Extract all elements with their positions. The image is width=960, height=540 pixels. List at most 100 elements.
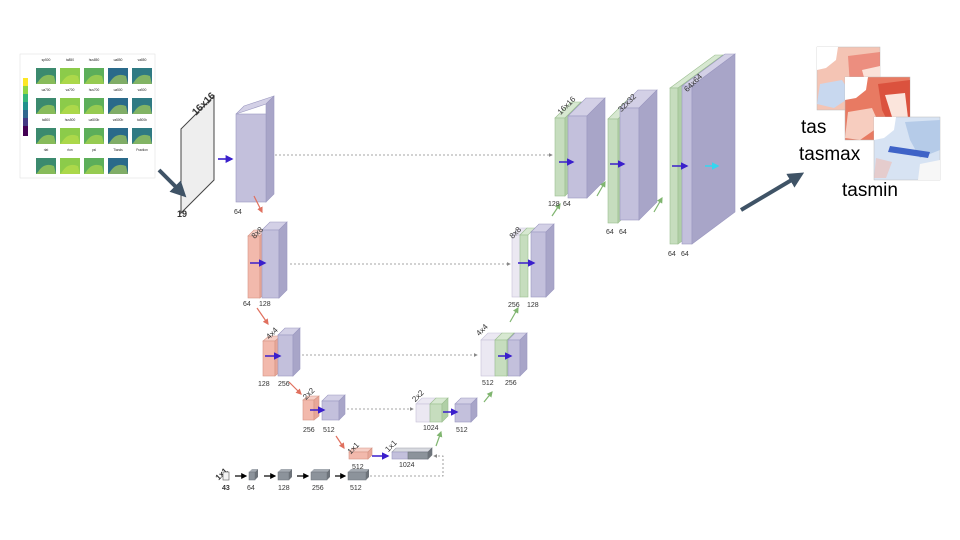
input-panel-title: ta500	[42, 118, 50, 122]
input-panel: ta850	[60, 58, 80, 84]
mlp-input-ch: 43	[222, 485, 230, 492]
downsample-arrow	[256, 307, 269, 325]
input-panel-title: rlon	[67, 148, 73, 152]
upsample-arrow	[509, 306, 519, 323]
input-slab: 16x16 19	[177, 90, 218, 219]
output-map-tasmin	[873, 116, 941, 181]
input-panel: hus500	[60, 118, 80, 144]
input-panel-title: ua500	[114, 88, 123, 92]
input-panel: rlon	[60, 148, 80, 174]
input-panel-pattern	[36, 164, 56, 174]
input-panel-title: ua700	[42, 88, 51, 92]
input-panel-title: Tlands	[113, 148, 123, 152]
enc4-in-ch: 256	[303, 427, 315, 434]
input-panel: psl	[84, 148, 104, 174]
output-label-tasmax: tasmax	[799, 144, 861, 165]
input-panel: sp500	[36, 58, 56, 84]
input-panel-pattern	[36, 104, 56, 114]
encoder-level-2: 8x8 64 128	[243, 221, 288, 308]
input-panel-pattern	[84, 164, 104, 174]
input-panel: va850	[132, 58, 152, 84]
dec32-out-ch: 64	[619, 229, 627, 236]
input-panel-pattern	[60, 164, 80, 174]
enc1-channels: 64	[234, 209, 242, 216]
upsample-arrow	[551, 203, 561, 217]
encoder-level-3: 4x4 128 256	[258, 325, 301, 388]
dec4-out-ch: 256	[505, 380, 517, 387]
decoder-level-32x32: 32x32 64 64	[606, 89, 658, 236]
input-panel: ua700	[36, 88, 56, 114]
input-panel-pattern	[84, 74, 104, 84]
dec16-out-ch: 64	[563, 201, 571, 208]
input-panel-title: va700	[66, 88, 75, 92]
encoder-level-1: 64	[234, 95, 275, 216]
input-panel-title: ta500b	[137, 118, 147, 122]
enc3-out-ch: 256	[278, 381, 290, 388]
mlp-branch: 1x1 43 64 128 256 512	[214, 454, 444, 492]
output-label-tasmin: tasmin	[842, 180, 898, 201]
upsample-arrow	[653, 196, 663, 213]
dec16-in-ch: 128	[548, 201, 560, 208]
input-panel-title: hus850	[89, 58, 100, 62]
dec64-in-ch: 64	[668, 251, 676, 258]
upsample-arrow	[596, 180, 606, 197]
bottleneck: 1x1 1024	[383, 438, 433, 469]
input-panel-pattern	[132, 104, 152, 114]
input-panel-title: rlat	[44, 148, 49, 152]
input-panel: Fraction	[136, 148, 148, 152]
input-panel: ua500	[108, 88, 128, 114]
input-panel: hus700	[84, 88, 104, 114]
input-panel: rlat	[36, 148, 56, 174]
downsample-arrow	[335, 435, 345, 449]
input-panel-pattern	[60, 74, 80, 84]
decoder-level-4x4: 4x4 512 256	[474, 322, 528, 387]
input-panel-title: ta850	[66, 58, 74, 62]
input-panel-title: Fraction	[136, 148, 148, 152]
input-panel-title: va500	[138, 88, 147, 92]
input-panel: va500	[132, 88, 152, 114]
enc3-in-ch: 128	[258, 381, 270, 388]
encoder-level-5: 1x1 512	[346, 440, 373, 471]
input-panel-pattern	[84, 104, 104, 114]
enc2-in-ch: 64	[243, 301, 251, 308]
input-panel-pattern	[108, 134, 128, 144]
input-panel-pattern	[84, 134, 104, 144]
dec4-in-ch: 512	[482, 380, 494, 387]
dec32-in-ch: 64	[606, 229, 614, 236]
input-panel: ua500b	[84, 118, 104, 144]
decoder-level-2x2: 2x2 1024 512	[410, 388, 478, 434]
input-arrow	[157, 168, 187, 198]
input-panel-pattern	[108, 104, 128, 114]
mlp-layer-3: 256	[312, 485, 324, 492]
input-panel-pattern	[36, 74, 56, 84]
input-panel-pattern	[36, 134, 56, 144]
encoder-level-4: 2x2 256 512	[301, 386, 346, 434]
dec8-in-ch: 256	[508, 302, 520, 309]
input-panel-title: sp500	[42, 58, 51, 62]
downsample-arrow	[288, 381, 302, 395]
input-panel: ta500	[36, 118, 56, 144]
upsample-arrow	[483, 391, 493, 403]
dec64-out-ch: 64	[681, 251, 689, 258]
mlp-layer-1: 64	[247, 485, 255, 492]
decoder-level-8x8: 8x8 256 128	[508, 223, 555, 309]
bottleneck-ch: 1024	[399, 462, 415, 469]
mlp-layer-4: 512	[350, 485, 362, 492]
output-arrow	[739, 172, 805, 212]
input-panel-pattern	[132, 134, 152, 144]
input-panel-title: hus700	[89, 88, 100, 92]
enc4-out-ch: 512	[323, 427, 335, 434]
input-panel: Tlands	[108, 148, 128, 174]
input-panel-pattern	[108, 74, 128, 84]
input-panel: va500b	[108, 118, 128, 144]
decoder-level-64x64: 64x64 64 64	[668, 53, 736, 258]
enc2-out-ch: 128	[259, 301, 271, 308]
input-panel: ta500b	[132, 118, 152, 144]
upsample-arrow	[435, 430, 443, 447]
input-colorbar	[23, 78, 28, 136]
input-panel-title: psl	[92, 148, 96, 152]
dec2-out-ch: 512	[456, 427, 468, 434]
input-panel-title: va500b	[113, 118, 124, 122]
downsample-arrow	[253, 195, 263, 214]
